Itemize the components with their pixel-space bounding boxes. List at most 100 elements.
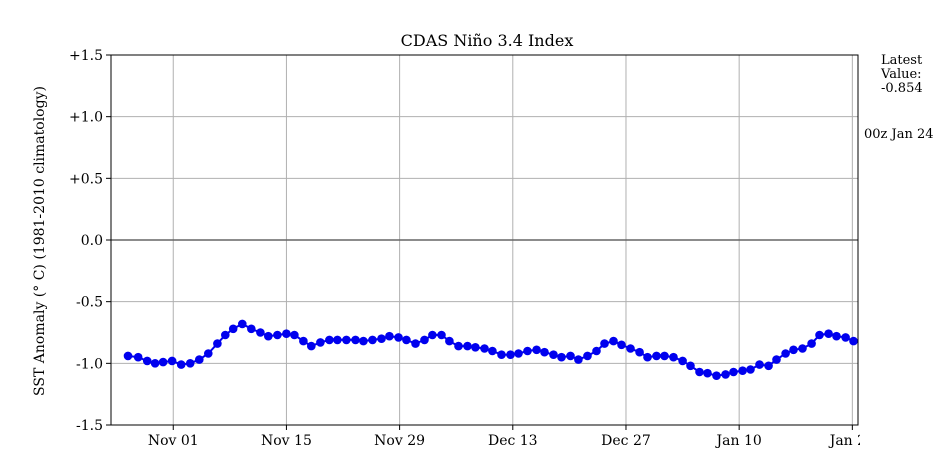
data-point <box>566 351 575 361</box>
data-point <box>256 328 265 337</box>
data-point <box>394 333 403 342</box>
data-point <box>264 331 273 341</box>
data-point <box>238 319 247 329</box>
data-point <box>454 341 463 351</box>
data-point <box>660 351 669 361</box>
data-point <box>789 345 798 355</box>
data-point <box>359 336 368 346</box>
data-point <box>213 339 222 348</box>
data-point <box>798 344 807 353</box>
x-tick-label: Nov 01 <box>148 433 199 449</box>
data-point <box>669 352 678 362</box>
data-point <box>273 330 282 340</box>
data-point <box>150 359 160 368</box>
data-point <box>514 349 523 358</box>
x-tick-label: Dec 13 <box>488 433 538 449</box>
x-tick-label: Nov 15 <box>261 433 312 449</box>
data-point <box>746 365 755 374</box>
data-point <box>247 324 256 334</box>
y-tick-label: 0.0 <box>81 233 103 249</box>
data-point <box>342 335 351 345</box>
data-point <box>333 335 342 345</box>
data-point <box>532 345 541 355</box>
x-tick-label: Jan 24 <box>828 433 860 449</box>
data-point <box>204 349 213 358</box>
latest-timestamp: 00z Jan 24 <box>864 127 934 142</box>
x-axis: Nov 01 Nov 15 Nov 29 Dec 13 Dec 27 Jan 10 Jan … <box>148 425 860 449</box>
data-point <box>849 336 858 346</box>
data-point <box>377 334 386 344</box>
data-point <box>764 361 773 371</box>
x-tick-label: Dec 27 <box>601 433 651 449</box>
data-point <box>686 361 695 371</box>
data-point <box>678 356 687 366</box>
data-point <box>445 336 454 346</box>
data-point <box>755 360 764 369</box>
data-point <box>721 370 730 379</box>
data-point <box>695 367 704 377</box>
data-series <box>123 319 858 381</box>
latest-value-box: Latest Value: -0.854 <box>881 54 947 96</box>
y-tick-label: -0.5 <box>76 295 103 311</box>
data-point <box>772 355 781 364</box>
value-label: Value: <box>881 67 922 82</box>
data-point <box>437 330 446 340</box>
data-point <box>643 352 652 362</box>
data-point <box>574 355 583 364</box>
latest-label: Latest <box>881 53 923 68</box>
x-tick-label: Jan 10 <box>715 433 762 449</box>
x-tick-label: Nov 29 <box>374 433 425 449</box>
data-point <box>652 351 661 361</box>
data-point <box>123 351 133 361</box>
data-point <box>411 339 420 348</box>
data-point <box>703 368 712 378</box>
data-point <box>712 371 721 381</box>
nino34-chart: +1.5 +1.0 +0.5 0.0 -0.5 -1.0 -1.5 Nov 01 Nov 15… <box>32 31 860 449</box>
data-point <box>609 336 618 346</box>
data-point <box>832 331 841 341</box>
y-tick-label: +1.5 <box>69 48 103 64</box>
data-point <box>523 346 532 356</box>
data-point <box>368 335 377 345</box>
data-point <box>195 355 204 364</box>
data-point <box>428 330 437 340</box>
data-point <box>824 329 833 339</box>
y-axis-label: SST Anomaly (° C) (1981-2010 climatology… <box>32 86 48 396</box>
data-point <box>540 347 549 357</box>
data-point <box>351 335 360 345</box>
data-point <box>635 347 644 357</box>
data-point <box>316 338 325 347</box>
data-point <box>557 352 566 362</box>
data-point <box>781 349 790 358</box>
data-point <box>325 335 334 345</box>
y-tick-label: -1.0 <box>76 356 103 372</box>
data-point <box>402 335 411 345</box>
data-point <box>841 333 850 342</box>
y-tick-label: +1.0 <box>69 110 103 126</box>
data-point <box>807 339 816 348</box>
data-point <box>738 366 747 376</box>
data-point <box>626 344 635 353</box>
data-point <box>299 336 308 346</box>
data-point <box>488 346 497 356</box>
data-point <box>420 335 429 345</box>
chart-title: CDAS Niño 3.4 Index <box>401 31 574 50</box>
data-point <box>133 352 143 362</box>
data-point <box>158 357 168 367</box>
y-tick-label: +0.5 <box>69 171 103 187</box>
data-point <box>729 367 738 377</box>
data-point <box>480 344 489 353</box>
data-point <box>463 341 472 351</box>
data-point <box>592 346 601 356</box>
y-tick-label: -1.5 <box>76 418 103 434</box>
data-point <box>600 339 609 348</box>
data-point <box>815 330 824 340</box>
data-point <box>282 329 291 339</box>
data-point <box>221 330 230 340</box>
data-point <box>617 340 626 350</box>
latest-value: -0.854 <box>881 81 923 96</box>
y-axis: +1.5 +1.0 +0.5 0.0 -0.5 -1.0 -1.5 <box>69 48 111 434</box>
data-point <box>506 350 515 360</box>
data-point <box>142 356 152 366</box>
data-point <box>228 324 238 334</box>
